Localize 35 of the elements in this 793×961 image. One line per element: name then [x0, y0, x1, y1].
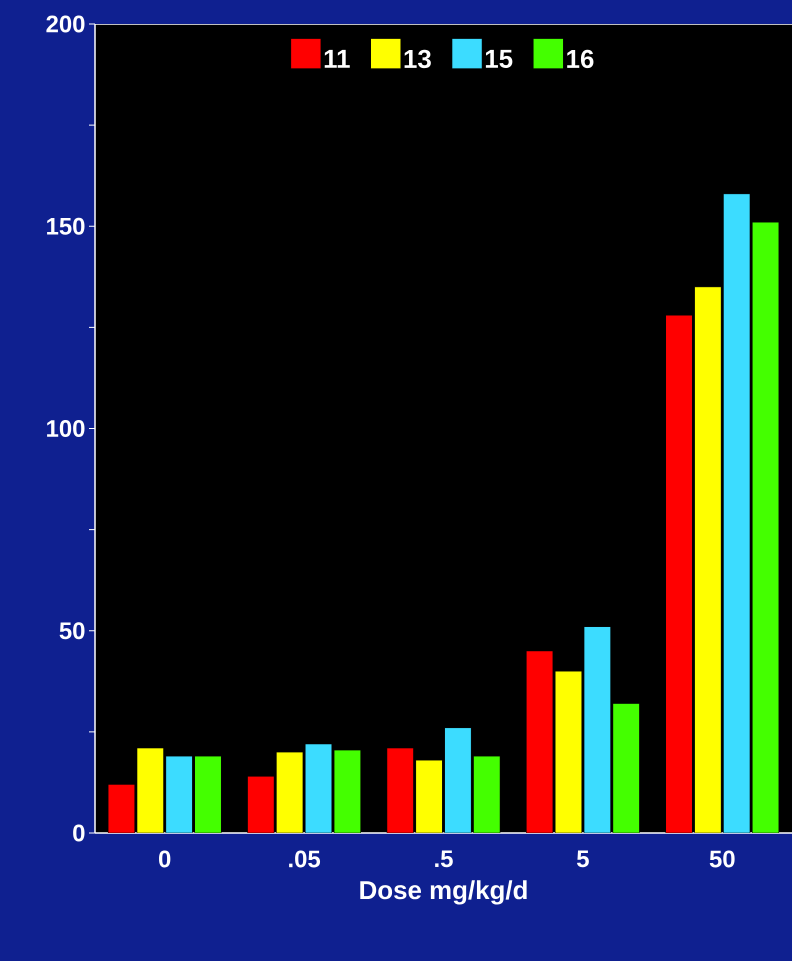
y-tick-label: 200 [46, 16, 85, 32]
y-tick-label: 100 [47, 420, 85, 437]
bar [247, 776, 274, 833]
bar [194, 756, 222, 833]
bar [416, 760, 443, 833]
x-axis-title: Dose mg/kg/d [360, 880, 527, 905]
bar [584, 626, 611, 833]
bar [723, 194, 750, 833]
bar [166, 756, 193, 833]
bar [444, 728, 472, 833]
bar [136, 748, 164, 833]
x-tick-label: .05 [289, 850, 320, 868]
y-tick-label: 150 [47, 218, 85, 235]
bar [526, 650, 554, 833]
x-tick-label: 0 [159, 850, 170, 868]
y-tick-label: 0 [73, 824, 85, 842]
bar [305, 744, 332, 833]
bar [694, 286, 722, 833]
legend-label: 15 [486, 50, 512, 68]
bar [334, 750, 361, 833]
bar [555, 670, 582, 833]
bar [612, 703, 640, 833]
legend-label: 13 [404, 50, 431, 68]
bar [108, 784, 136, 833]
bar [276, 752, 304, 833]
bar [752, 222, 780, 833]
bar [386, 748, 414, 833]
legend-label: 11 [324, 50, 350, 68]
y-tick-label: 50 [60, 622, 85, 640]
x-tick-label: .5 [435, 850, 453, 868]
x-tick-label: 50 [710, 850, 735, 868]
bar [666, 314, 693, 833]
x-tick-label: 5 [577, 850, 589, 868]
bar [473, 756, 500, 833]
legend-label: 16 [567, 50, 594, 68]
